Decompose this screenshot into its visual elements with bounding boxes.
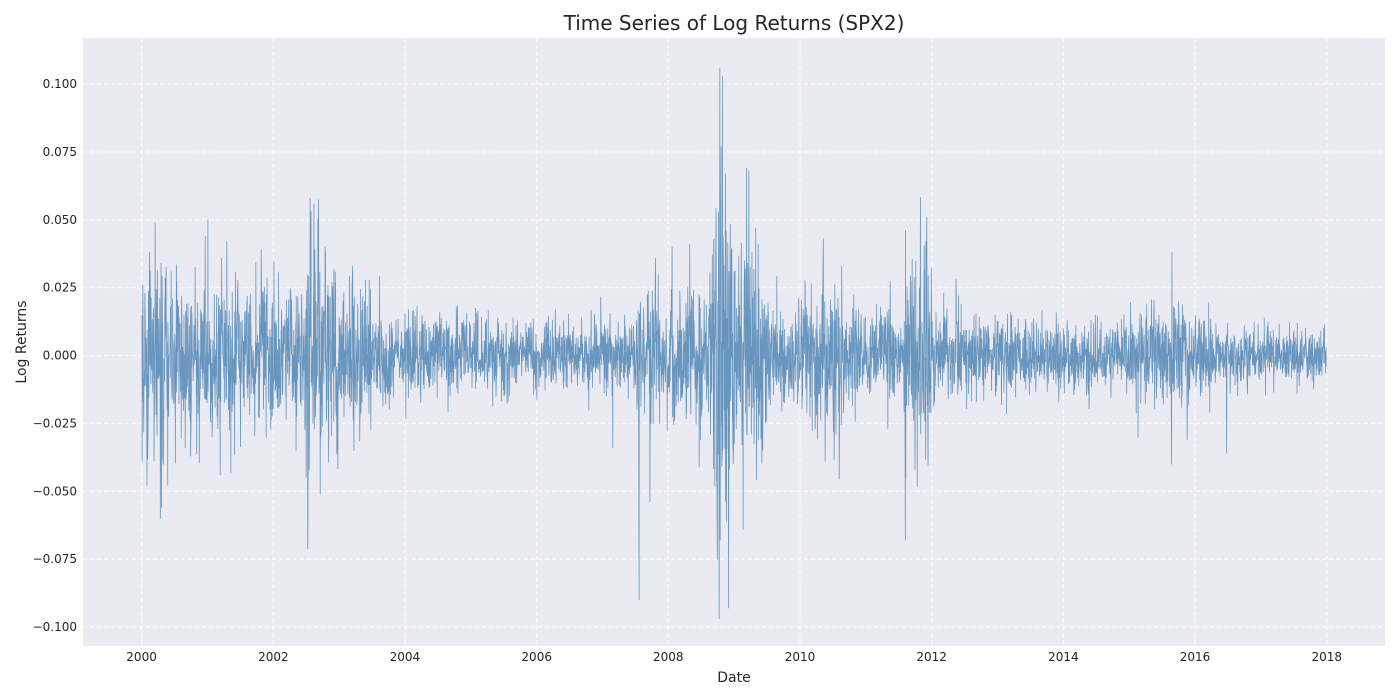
series-line	[141, 67, 1327, 620]
x-tick-label: 2006	[521, 650, 552, 664]
x-tick-label: 2002	[258, 650, 289, 664]
x-tick-label: 2000	[126, 650, 157, 664]
x-tick-label: 2014	[1048, 650, 1079, 664]
series-log-returns	[141, 67, 1327, 620]
chart-title: Time Series of Log Returns (SPX2)	[563, 11, 905, 35]
x-tick-label: 2016	[1180, 650, 1211, 664]
y-tick-label: −0.100	[33, 620, 77, 634]
x-tick-label: 2010	[785, 650, 816, 664]
x-axis-label: Date	[717, 670, 750, 686]
x-tick-label: 2012	[916, 650, 947, 664]
x-tick-label: 2004	[390, 650, 421, 664]
y-tick-label: 0.100	[43, 77, 77, 91]
y-tick-label: 0.075	[43, 145, 77, 159]
y-tick-label: −0.075	[33, 552, 77, 566]
y-tick-label: −0.050	[33, 484, 77, 498]
x-tick-label: 2018	[1312, 650, 1343, 664]
x-axis-ticks: 2000 2002 2004 2006 2008 2010 2012 2014 2016 2018	[126, 650, 1342, 664]
y-tick-label: 0.025	[43, 281, 77, 295]
y-axis-ticks: 0.100 0.075 0.050 0.025 0.000 −0.025 −0.050 −0.…	[33, 77, 77, 634]
y-tick-label: −0.025	[33, 416, 77, 430]
x-tick-label: 2008	[653, 650, 684, 664]
y-tick-label: 0.000	[43, 349, 77, 363]
y-tick-label: 0.050	[43, 213, 77, 227]
y-axis-label: Log Returns	[14, 300, 30, 383]
